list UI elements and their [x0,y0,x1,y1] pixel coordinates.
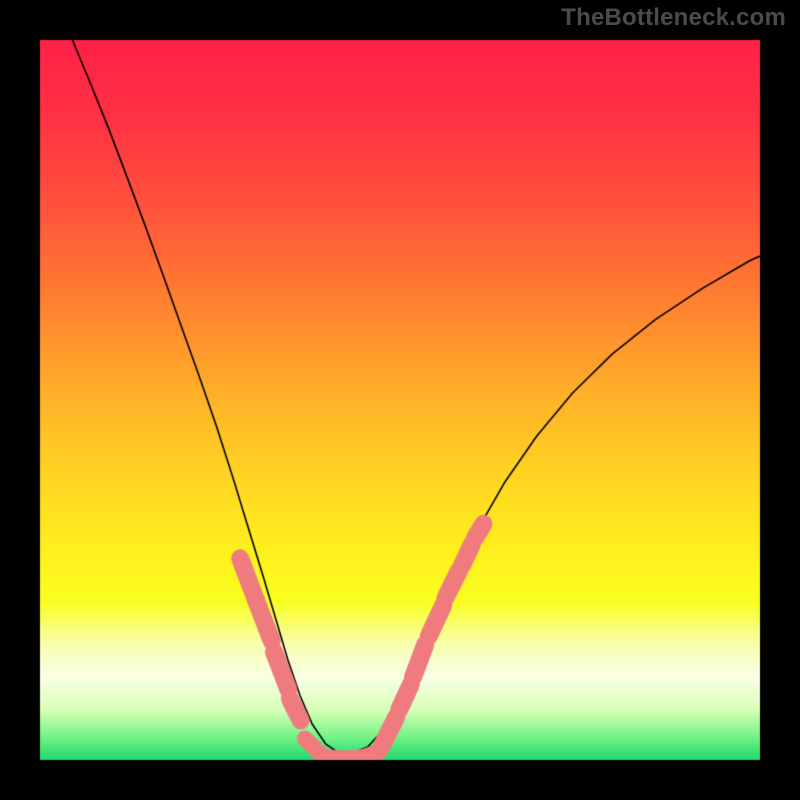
chart-stage: TheBottleneck.com [0,0,800,800]
watermark-text: TheBottleneck.com [561,4,786,32]
bottleneck-curve-chart [0,0,800,800]
